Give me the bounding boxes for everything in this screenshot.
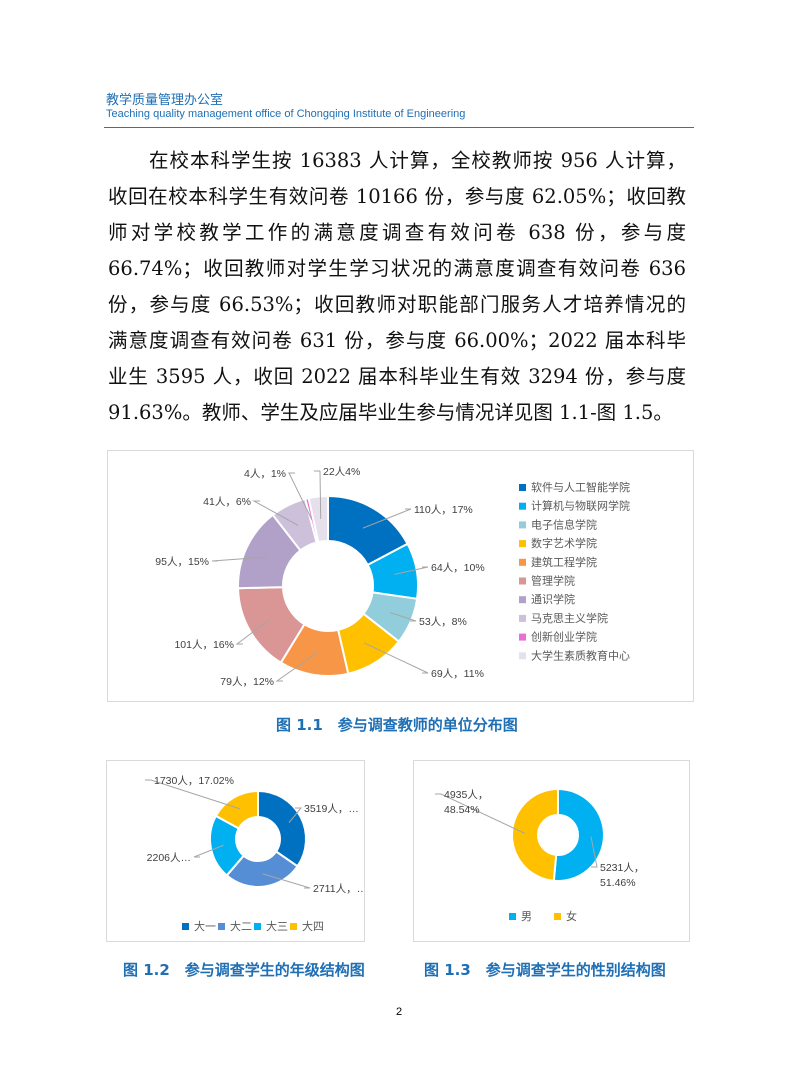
data-label: 4人，1% <box>244 468 286 480</box>
data-label: 69人，11% <box>431 668 484 680</box>
figure-1-1-caption: 图 1.1 参与调查教师的单位分布图 <box>276 716 518 734</box>
legend-label: 男 <box>521 910 532 923</box>
legend-swatch <box>519 614 526 622</box>
legend-swatch <box>519 540 526 548</box>
legend-swatch <box>182 923 189 930</box>
legend-label: 软件与人工智能学院 <box>531 480 630 494</box>
data-label: 53人，8% <box>419 616 467 628</box>
teacher-donut-svg: 110人，17% 64人，10% 53人，8% 69人，11% 79人，12% 101人，… <box>155 466 630 688</box>
legend-swatch <box>554 913 561 920</box>
body-paragraph: 在校本科学生按 16383 人计算，全校教师按 956 人计算， 收回在校本科学生… <box>108 146 686 434</box>
page-number: 2 <box>396 1006 403 1018</box>
data-label: 110人，17% <box>414 504 473 516</box>
body-line: 满意度调查有效问卷 631 份，参与度 66.00%；2022 届本科毕 <box>108 329 686 352</box>
legend-swatch <box>290 923 297 930</box>
body-line: 66.74%；收回教师对学生学习状况的满意度调查有效问卷 636 <box>108 257 686 280</box>
legend-swatch <box>519 558 526 566</box>
legend-label: 管理学院 <box>531 574 575 588</box>
leader-line <box>275 652 318 682</box>
gender-donut-svg: 5231人， 51.46% 4935人， 48.54% 男 女 <box>435 787 644 923</box>
donut-slice <box>511 787 559 882</box>
data-label: 41人，6% <box>203 496 251 508</box>
header-title-cn: 教学质量管理办公室 <box>106 93 224 108</box>
legend-label: 通识学院 <box>531 592 575 606</box>
body-line: 收回在校本科学生有效问卷 10166 份，参与度 62.05%；收回教 <box>108 185 686 208</box>
legend-swatch <box>519 502 526 510</box>
data-label: 1730人，17.02% <box>154 775 234 787</box>
data-label: 95人，15% <box>155 556 209 568</box>
leader-line <box>252 500 299 526</box>
legend-swatch <box>218 923 225 930</box>
leader-line <box>362 508 412 529</box>
legend-swatch <box>519 596 526 604</box>
legend-label: 建筑工程学院 <box>531 555 597 569</box>
data-label: 101人，16% <box>174 639 234 651</box>
data-label: 2711人，… <box>313 883 364 895</box>
legend-label: 电子信息学院 <box>531 517 597 531</box>
figure-1-2-caption: 图 1.2 参与调查学生的年级结构图 <box>123 961 365 979</box>
data-label: 3519人，… <box>304 803 359 815</box>
leader-line <box>590 836 598 868</box>
legend-swatch <box>254 923 261 930</box>
student-grade-chart: 3519人，… 2711人，… 2206人… 1730人，17.02% 大一 大二 大三 大四 <box>106 760 367 942</box>
legend-label: 女 <box>566 909 577 923</box>
body-line: 在校本科学生按 16383 人计算，全校教师按 956 人计算， <box>108 149 686 172</box>
body-line: 91.63%。教师、学生及应届毕业生参与情况详见图 1.1-图 1.5。 <box>108 401 673 424</box>
data-label: 5231人， 51.46% <box>600 862 644 889</box>
legend-label: 大三 <box>266 919 288 933</box>
donut-slice <box>307 494 329 544</box>
legend-label: 大四 <box>302 919 324 933</box>
legend-label: 大二 <box>230 919 252 933</box>
legend-swatch <box>519 633 526 641</box>
leader-line <box>288 807 303 824</box>
legend-label: 数字艺术学院 <box>531 536 597 550</box>
data-label: 22人4% <box>323 466 360 478</box>
header-title-en: Teaching quality management office of Ch… <box>106 108 466 120</box>
donut-slice <box>257 789 307 868</box>
figure-1-3-caption: 图 1.3 参与调查学生的性别结构图 <box>424 961 666 979</box>
teacher-distribution-chart: 110人，17% 64人，10% 53人，8% 69人，11% 79人，12% 101人，… <box>107 450 694 702</box>
legend-label: 计算机与物联网学院 <box>531 499 630 513</box>
legend-label: 大学生素质教育中心 <box>531 648 630 662</box>
body-line: 业生 3595 人，收回 2022 届本科毕业生有效 3294 份，参与度 <box>108 365 686 388</box>
leader-line <box>145 779 241 810</box>
legend-swatch <box>519 484 526 491</box>
legend-label: 创新创业学院 <box>531 630 597 644</box>
leader-line <box>364 642 429 674</box>
legend-label: 马克思主义学院 <box>531 611 608 625</box>
legend-swatch <box>519 577 526 585</box>
student-gender-chart: 5231人， 51.46% 4935人， 48.54% 男 女 <box>413 760 690 942</box>
donut-slice <box>552 787 605 882</box>
leader-line <box>262 873 311 889</box>
leader-line <box>193 844 224 858</box>
header-divider <box>104 127 694 128</box>
legend-swatch <box>519 652 526 660</box>
leader-line <box>211 556 268 562</box>
leader-line <box>288 472 313 521</box>
leader-line <box>435 793 526 834</box>
legend-swatch <box>509 913 516 920</box>
legend-label: 大一 <box>194 919 216 933</box>
leader-line <box>235 619 270 645</box>
data-label: 2206人… <box>147 852 191 864</box>
body-line: 师对学校教学工作的满意度调查有效问卷 638 份，参与度 <box>108 221 686 244</box>
leader-line <box>314 470 322 519</box>
data-label: 79人，12% <box>220 676 274 688</box>
data-label: 64人，10% <box>431 562 485 574</box>
data-label: 4935人， 48.54% <box>444 789 488 816</box>
leader-line <box>389 612 417 622</box>
body-line: 份，参与度 66.53%；收回教师对职能部门服务人才培养情况的 <box>108 293 686 316</box>
leader-line <box>394 566 429 575</box>
grade-donut-svg: 3519人，… 2711人，… 2206人… 1730人，17.02% 大一 大二 大三 大四 <box>145 775 367 933</box>
legend-swatch <box>519 521 526 529</box>
